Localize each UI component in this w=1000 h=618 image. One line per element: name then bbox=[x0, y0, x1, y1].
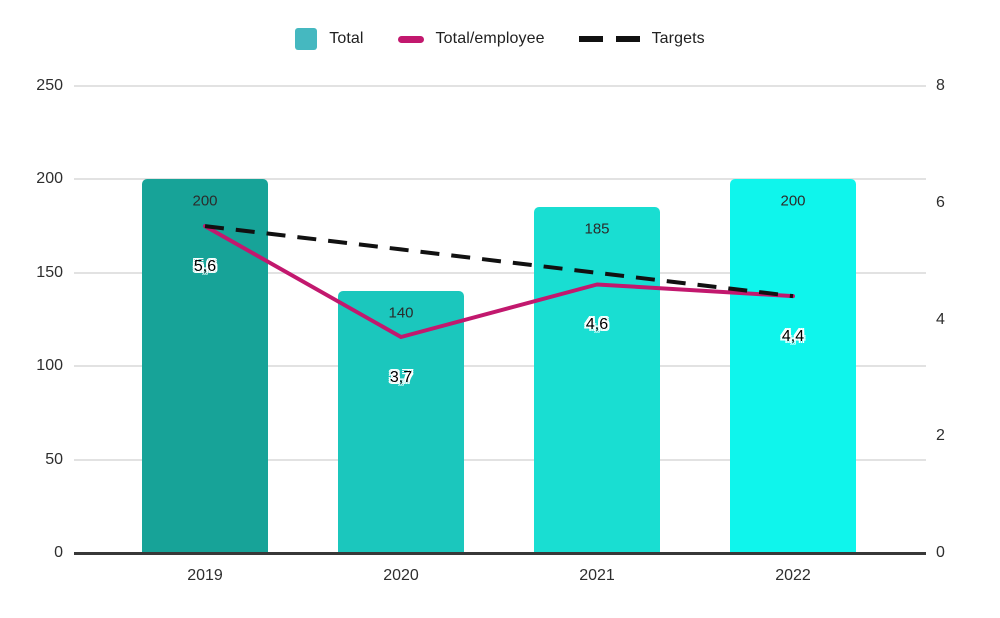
gridline bbox=[74, 365, 926, 368]
bar bbox=[730, 179, 856, 553]
left-axis-tick-label: 250 bbox=[36, 77, 63, 94]
gridline bbox=[74, 178, 926, 181]
legend-label-total: Total bbox=[329, 30, 364, 47]
line-value-label: 4,4 bbox=[781, 328, 805, 346]
bar bbox=[142, 179, 268, 553]
legend-label-targets: Targets bbox=[651, 30, 705, 47]
bar-value-label: 140 bbox=[388, 304, 414, 322]
x-axis-category-label: 2021 bbox=[579, 567, 615, 584]
right-axis-tick-label: 6 bbox=[936, 193, 945, 211]
legend-item-total-employee: Total/employee bbox=[397, 30, 545, 48]
bar-value-label: 200 bbox=[192, 192, 218, 210]
right-axis-tick-label: 8 bbox=[936, 77, 945, 94]
bar-value-label: 185 bbox=[584, 220, 610, 238]
line-value-label: 5,6 bbox=[193, 258, 217, 276]
left-axis-tick-label: 50 bbox=[45, 450, 63, 468]
bar bbox=[338, 291, 464, 553]
right-axis-tick-label: 4 bbox=[936, 310, 945, 328]
legend-label-total-employee: Total/employee bbox=[435, 30, 545, 47]
line-value-label: 3,7 bbox=[389, 369, 413, 386]
x-axis-category-label: 2020 bbox=[383, 567, 419, 584]
gridline bbox=[74, 458, 926, 461]
chart-legend: Total Total/employee Targets bbox=[0, 28, 1000, 50]
bar-value-label: 200 bbox=[780, 192, 806, 210]
line-series-targets bbox=[204, 224, 794, 299]
right-axis-tick-label: 2 bbox=[936, 427, 945, 445]
x-axis-baseline bbox=[74, 552, 926, 555]
legend-item-total: Total bbox=[295, 28, 363, 50]
gridline bbox=[74, 85, 926, 87]
bar bbox=[534, 207, 660, 553]
right-axis-tick-label: 0 bbox=[936, 544, 945, 561]
total-series-square-icon bbox=[295, 28, 318, 50]
line-value-label: 4,6 bbox=[585, 316, 609, 334]
targets-series-dashes-icon bbox=[578, 36, 640, 42]
line-series-total-employee bbox=[203, 224, 795, 339]
legend-item-targets: Targets bbox=[578, 30, 705, 48]
left-axis-tick-label: 150 bbox=[36, 263, 63, 281]
x-axis-category-label: 2019 bbox=[187, 567, 223, 584]
left-axis-tick-label: 200 bbox=[36, 170, 63, 188]
total-employee-series-line-icon bbox=[397, 35, 424, 43]
left-axis-tick-label: 0 bbox=[54, 544, 63, 561]
left-axis-tick-label: 100 bbox=[36, 357, 63, 375]
x-axis-category-label: 2022 bbox=[775, 567, 811, 584]
